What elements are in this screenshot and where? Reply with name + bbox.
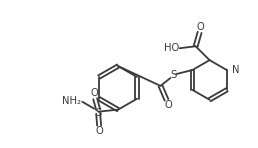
Text: O: O [165,100,172,110]
Text: S: S [170,70,176,80]
Text: NH₂: NH₂ [62,96,81,106]
Text: N: N [232,65,239,75]
Text: S: S [95,108,101,118]
Text: O: O [95,126,103,136]
Text: HO: HO [164,43,179,53]
Text: O: O [90,88,98,98]
Text: O: O [197,22,205,32]
